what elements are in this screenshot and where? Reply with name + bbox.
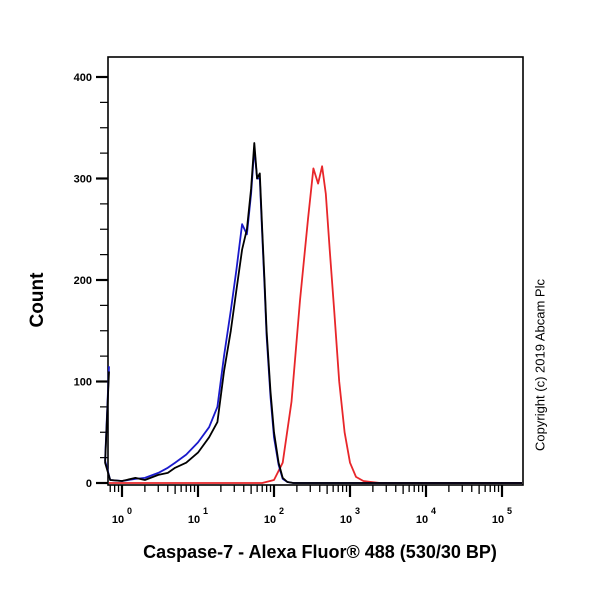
x-tick-label: 10	[340, 514, 352, 526]
series-line	[104, 142, 522, 484]
x-tick-label: 10	[416, 514, 428, 526]
x-tick-exponent: 5	[507, 506, 512, 516]
y-tick-label: 0	[86, 478, 92, 490]
y-tick-label: 200	[74, 275, 92, 287]
y-tick-label: 300	[74, 174, 92, 186]
y-tick-label: 100	[74, 377, 92, 389]
y-tick-label: 400	[74, 72, 92, 84]
x-tick-label: 10	[188, 514, 200, 526]
histogram-series	[104, 142, 522, 484]
x-tick-label: 10	[264, 514, 276, 526]
x-tick-exponent: 4	[431, 506, 436, 516]
x-axis-label: Caspase-7 - Alexa Fluor® 488 (530/30 BP)	[143, 542, 497, 562]
copyright-notice: Copyright (c) 2019 Abcam Plc	[532, 279, 548, 451]
x-tick-label: 10	[112, 514, 124, 526]
series-line	[109, 165, 522, 484]
y-axis: 0 100 200 300 400	[74, 72, 108, 490]
y-axis-label: Count	[27, 272, 48, 328]
x-tick-exponent: 1	[203, 506, 208, 516]
series-line	[104, 147, 522, 484]
x-tick-exponent: 2	[279, 506, 284, 516]
x-tick-exponent: 3	[355, 506, 360, 516]
x-tick-exponent: 0	[127, 506, 132, 516]
x-tick-label: 10	[492, 514, 504, 526]
plot-frame	[107, 56, 524, 486]
